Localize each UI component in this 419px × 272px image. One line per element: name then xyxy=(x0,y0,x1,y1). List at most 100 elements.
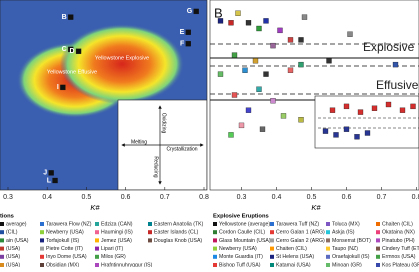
legend-marker xyxy=(270,254,274,259)
point-label: C xyxy=(62,46,67,53)
legend-marker xyxy=(0,246,4,251)
legend-marker xyxy=(0,230,4,235)
legend-label: Obsidian (MX) xyxy=(46,262,79,267)
data-point xyxy=(242,67,248,73)
legend-label: Haumingi (IS) xyxy=(101,230,133,236)
inset-label: Reducing xyxy=(153,156,159,177)
legend-label: Katamai (USA) xyxy=(276,262,311,267)
point-label: F xyxy=(180,41,185,48)
data-point xyxy=(228,132,234,138)
panel-label: B xyxy=(214,5,223,20)
data-point xyxy=(371,105,378,111)
legend-label: Jemez (USA) xyxy=(101,238,132,244)
point-label: L xyxy=(47,177,52,184)
legend-label: (USA) xyxy=(6,254,20,260)
data-point xyxy=(270,98,276,104)
legend-label: Monte Guardia (IT) xyxy=(219,254,263,260)
data-point xyxy=(298,61,304,68)
x-tick-label: 0.6 xyxy=(121,194,131,201)
legend-marker xyxy=(376,222,380,226)
legend-marker xyxy=(95,230,99,235)
legend-label: Pietre Cotte (IT) xyxy=(46,246,83,252)
inset-box xyxy=(314,95,419,149)
legend-marker xyxy=(376,230,380,235)
band-label: Effusive xyxy=(376,78,419,92)
legend-marker xyxy=(326,222,330,226)
point-label: E xyxy=(180,29,185,36)
legend-label: ain (USA) xyxy=(6,238,29,244)
data-point xyxy=(333,132,339,138)
x-tick-label: 0.8 xyxy=(199,194,209,201)
data-point xyxy=(68,14,74,20)
legend-marker xyxy=(40,230,44,235)
legend-label: (CIL) xyxy=(6,230,18,236)
legend-marker xyxy=(213,238,217,243)
data-point xyxy=(277,27,283,34)
panel-frame xyxy=(0,0,208,191)
x-tick-label: 0.7 xyxy=(160,194,170,201)
legend-label: Bishop Tuff (USA) xyxy=(219,262,261,267)
legend-marker xyxy=(95,238,99,243)
point-label: I xyxy=(57,84,59,91)
data-point xyxy=(410,103,416,110)
data-point xyxy=(60,84,66,91)
x-axis-label: K# xyxy=(311,203,321,212)
legend-marker xyxy=(95,246,99,251)
legend-marker xyxy=(0,263,4,267)
legend-label: Toluca (MX) xyxy=(332,221,360,227)
legend-label: Milos (GR) xyxy=(101,254,126,260)
legend-label: Easter Islands (CL) xyxy=(154,230,199,236)
data-point xyxy=(392,61,399,68)
data-point xyxy=(287,37,294,43)
data-point xyxy=(245,107,252,113)
data-point xyxy=(326,58,332,64)
legend-label: Newberry (USA) xyxy=(219,246,257,252)
legend-marker xyxy=(326,238,330,243)
x-tick-label: 0.4 xyxy=(272,194,282,201)
data-point xyxy=(343,103,350,110)
data-point xyxy=(364,130,371,136)
panel-frame xyxy=(209,0,419,191)
x-axis-label: K# xyxy=(90,203,100,212)
inset-label: Crystallization xyxy=(166,146,197,152)
x-tick-label: 0.8 xyxy=(412,194,419,201)
legend-label: (USA) xyxy=(6,246,20,252)
data-point xyxy=(298,37,304,43)
data-point xyxy=(48,170,54,176)
legend-label: Hrafntinnuhryggur (IS) xyxy=(101,262,153,267)
legend-label: Okataina (NX) xyxy=(382,230,415,236)
legend-title: tions xyxy=(0,214,14,220)
x-tick-label: 0.3 xyxy=(237,194,247,201)
legend-marker xyxy=(213,254,217,259)
legend-marker xyxy=(326,246,330,251)
legend-marker xyxy=(0,222,4,226)
legend-marker xyxy=(40,222,44,226)
legend-label: Askja (IS) xyxy=(332,230,355,236)
legend-label: Inyo Dome (USA) xyxy=(46,254,87,260)
legend-label: Monserrat (BOT) xyxy=(332,238,371,244)
legend-label: Cindery Tuff (ET) xyxy=(382,246,419,252)
legend-label: Lipari (IT) xyxy=(101,246,123,252)
legend-marker xyxy=(376,254,380,259)
legend-marker xyxy=(326,263,330,267)
data-point xyxy=(217,18,224,24)
band-label: Explosive xyxy=(363,40,415,54)
data-point xyxy=(280,113,287,119)
data-point xyxy=(343,126,350,132)
data-point xyxy=(185,29,191,35)
region-label: Yellowstone Explosive xyxy=(95,55,149,61)
data-point xyxy=(329,107,336,113)
legend-marker xyxy=(40,254,44,259)
legend-title: Explosive Eruptions xyxy=(213,214,269,220)
legend-label: Cordon Caulle (CIL) xyxy=(219,230,265,236)
legend-marker xyxy=(40,246,44,251)
data-point xyxy=(354,134,360,140)
data-point xyxy=(357,109,364,115)
data-point xyxy=(185,41,191,47)
region-label: Yellowstone Effusive xyxy=(47,69,97,75)
data-point xyxy=(252,58,259,64)
data-point xyxy=(52,177,58,184)
inset-label: Melting xyxy=(131,139,147,145)
legend-marker xyxy=(270,230,274,235)
legend-marker xyxy=(148,222,152,226)
